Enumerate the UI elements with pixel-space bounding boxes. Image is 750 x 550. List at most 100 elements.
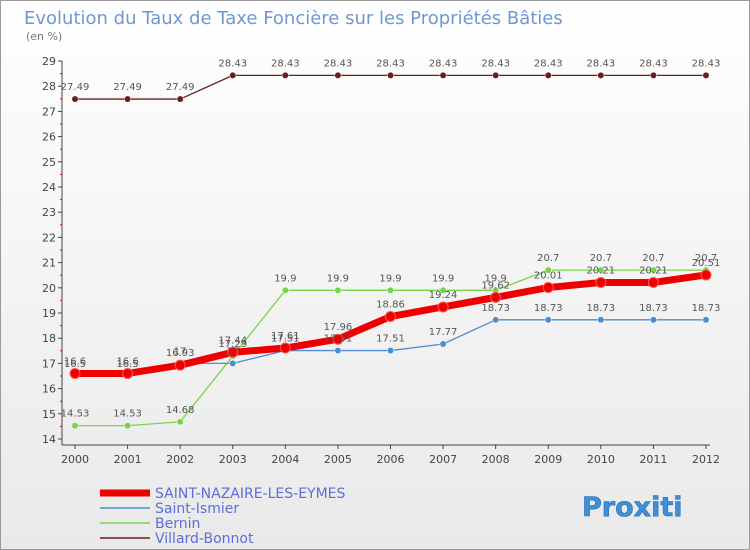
data-labels: 27.49 27.49 27.49 28.43 28.43 28.43 28.43 28.43…: [61, 58, 721, 419]
data-point: [542, 282, 554, 294]
data-point: [649, 71, 657, 79]
data-label: 20.21: [587, 266, 616, 277]
data-label: 28.43: [639, 58, 668, 69]
legend-label: Saint-Ismier: [155, 501, 239, 517]
data-label: 16.5: [64, 359, 86, 370]
data-label: 28.43: [481, 58, 510, 69]
y-tick-label: 18: [42, 332, 56, 345]
data-point: [281, 286, 289, 294]
data-label: 19.9: [432, 273, 454, 284]
data-point: [334, 286, 342, 294]
y-tick-label: 21: [42, 257, 56, 270]
axes: 14 15 16 17 18 19 20 21 22 23 24 25 26 27 28 29 2000 2001…: [42, 55, 720, 466]
legend-label: SAINT-NAZAIRE-LES-EYMES: [155, 486, 346, 502]
y-tick-label: 22: [42, 231, 56, 244]
data-label: 19.9: [327, 273, 349, 284]
x-tick-label: 2003: [219, 453, 247, 466]
data-label: 18.73: [692, 303, 721, 314]
data-point: [595, 277, 607, 289]
data-label: 28.43: [218, 58, 247, 69]
data-point: [439, 340, 447, 348]
data-label: 17.51: [376, 334, 405, 345]
proxiti-logo: Proxiti: [582, 492, 683, 524]
data-point: [227, 346, 239, 358]
data-label: 27.49: [113, 82, 142, 93]
data-point: [597, 316, 605, 324]
y-tick-label: 20: [42, 282, 56, 295]
data-label: 28.43: [692, 58, 721, 69]
data-label: 18.73: [587, 303, 616, 314]
data-point: [492, 316, 500, 324]
x-tick-label: 2000: [61, 453, 89, 466]
data-point: [229, 71, 237, 79]
y-tick-label: 25: [42, 156, 56, 169]
x-tick-label: 2006: [377, 453, 405, 466]
data-label: 19.9: [379, 273, 401, 284]
data-point: [490, 291, 502, 303]
data-label: 20.51: [692, 258, 721, 269]
data-point: [71, 95, 79, 103]
data-label: 18.86: [376, 300, 405, 311]
data-point: [387, 286, 394, 294]
data-label: 17.77: [429, 327, 458, 338]
data-label: 27.49: [166, 82, 195, 93]
data-point: [700, 269, 712, 281]
data-label: 16.6: [116, 356, 138, 367]
data-label: 14.53: [113, 409, 142, 420]
x-tick-label: 2001: [114, 453, 142, 466]
data-point: [387, 347, 394, 354]
data-point: [334, 71, 342, 79]
y-tick-label: 24: [42, 181, 56, 194]
chart-title: Evolution du Taux de Taxe Foncière sur l…: [24, 8, 563, 29]
data-point: [334, 347, 342, 354]
data-point: [387, 71, 394, 79]
series-lines: [71, 74, 710, 427]
data-point: [597, 266, 605, 274]
legend: SAINT-NAZAIRE-LES-EYMESSaint-IsmierBerni…: [100, 486, 346, 547]
data-label: 28.43: [587, 58, 616, 69]
data-label: 18.73: [534, 303, 563, 314]
data-point: [544, 71, 552, 79]
data-label: 19.24: [429, 290, 458, 301]
x-tick-label: 2011: [639, 453, 667, 466]
data-point: [439, 286, 447, 294]
data-point: [71, 422, 79, 430]
data-point: [437, 301, 449, 313]
data-label: 14.53: [61, 409, 90, 420]
data-point: [281, 71, 289, 79]
data-point: [649, 316, 657, 324]
data-label: 17: [226, 346, 239, 357]
data-point: [492, 71, 500, 79]
data-label: 28.43: [324, 58, 353, 69]
x-tick-label: 2010: [587, 453, 615, 466]
data-point: [702, 71, 710, 79]
data-label: 28.43: [534, 58, 563, 69]
data-point: [647, 277, 659, 289]
data-label: 17.29: [218, 339, 247, 350]
data-label: 14.68: [166, 405, 195, 416]
x-tick-label: 2009: [534, 453, 562, 466]
data-point: [332, 333, 344, 345]
data-label: 16.6: [64, 356, 86, 367]
y-tick-label: 23: [42, 206, 56, 219]
data-label: 17.51: [324, 334, 353, 345]
data-label: 20.7: [537, 253, 559, 264]
data-label: 28.43: [429, 58, 458, 69]
data-point: [122, 367, 134, 379]
data-label: 17.51: [271, 334, 300, 345]
y-tick-label: 15: [42, 408, 56, 421]
data-label: 16.93: [166, 348, 195, 359]
data-label: 18.73: [639, 303, 668, 314]
data-label: 16.5: [116, 359, 138, 370]
data-point: [544, 266, 552, 274]
data-label: 19.9: [274, 273, 296, 284]
data-point: [69, 367, 81, 379]
series-points: [69, 71, 712, 430]
data-point: [229, 359, 237, 367]
x-tick-label: 2004: [271, 453, 299, 466]
y-tick-label: 26: [42, 131, 56, 144]
legend-label: Villard-Bonnot: [155, 531, 254, 547]
x-tick-label: 2012: [692, 453, 720, 466]
